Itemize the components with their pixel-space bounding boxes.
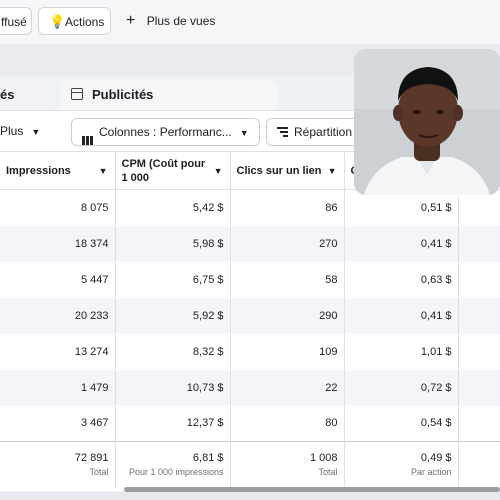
cell-impressions: 5 447 bbox=[0, 261, 116, 298]
cell-cpm: 6,75 $ bbox=[115, 261, 231, 298]
total-label: Total bbox=[89, 466, 109, 477]
tab-ad-sets[interactable]: és bbox=[0, 80, 54, 110]
webcam-overlay bbox=[354, 49, 500, 195]
table-row[interactable]: 20 233 5,92 $ 290 0,41 $ bbox=[0, 297, 500, 334]
cell-link-clicks: 58 bbox=[230, 261, 345, 298]
lightbulb-icon: 💡 bbox=[49, 14, 66, 29]
bottom-strip bbox=[0, 492, 500, 500]
cell-empty bbox=[458, 297, 500, 334]
ads-table: Impressions ▼ CPM (Coût pour 1 000 impres… bbox=[0, 151, 500, 488]
cell-empty bbox=[458, 405, 500, 442]
cell-cpm: 5,92 $ bbox=[115, 297, 231, 334]
cell-cost-per-click: 0,54 $ bbox=[344, 405, 459, 442]
cell-cost-per-click: 0,41 $ bbox=[344, 297, 459, 334]
horizontal-scrollbar[interactable] bbox=[124, 487, 500, 492]
tab-ads[interactable]: Publicités bbox=[60, 80, 277, 110]
total-link-clicks: 1 008 Total bbox=[230, 441, 345, 488]
delivery-filter-button[interactable]: ffusé bbox=[0, 7, 32, 35]
columns-dropdown-label: Colonnes : Performanc... bbox=[99, 125, 232, 139]
ad-window-icon bbox=[71, 88, 83, 100]
cell-cost-per-click: 0,72 $ bbox=[344, 369, 459, 406]
cell-empty bbox=[458, 369, 500, 406]
cell-link-clicks: 86 bbox=[230, 189, 345, 226]
cell-impressions: 20 233 bbox=[0, 297, 116, 334]
cell-impressions: 13 274 bbox=[0, 333, 116, 370]
total-value: 1 008 bbox=[309, 451, 338, 464]
cell-link-clicks: 290 bbox=[230, 297, 345, 334]
cell-cpm: 8,32 $ bbox=[115, 333, 231, 370]
table-row[interactable]: 18 374 5,98 $ 270 0,41 $ bbox=[0, 225, 500, 262]
cell-cpm: 5,42 $ bbox=[115, 189, 231, 226]
more-views-button[interactable]: + Plus de vues bbox=[126, 7, 215, 35]
cell-link-clicks: 80 bbox=[230, 405, 345, 442]
breakdown-dropdown[interactable]: Répartition bbox=[266, 118, 366, 146]
column-header-cpm[interactable]: CPM (Coût pour 1 000 impressions) ▼ bbox=[115, 151, 231, 190]
more-views-label: Plus de vues bbox=[146, 14, 216, 28]
actions-label: Actions bbox=[65, 15, 105, 29]
cell-link-clicks: 22 bbox=[230, 369, 345, 406]
caret-down-icon: ▼ bbox=[239, 128, 249, 138]
more-dropdown-label: Plus bbox=[0, 124, 24, 138]
columns-icon bbox=[82, 128, 93, 145]
sort-caret-icon[interactable]: ▼ bbox=[213, 166, 223, 176]
total-label: Par action bbox=[410, 466, 452, 477]
cell-empty bbox=[458, 333, 500, 370]
cell-cpm: 5,98 $ bbox=[115, 225, 231, 262]
cell-impressions: 3 467 bbox=[0, 405, 116, 442]
table-row[interactable]: 5 447 6,75 $ 58 0,63 $ bbox=[0, 261, 500, 298]
total-label: Total bbox=[318, 466, 338, 477]
table-row[interactable]: 13 274 8,32 $ 109 1,01 $ bbox=[0, 333, 500, 370]
caret-down-icon: ▼ bbox=[31, 127, 41, 137]
total-cost-per-click: 0,49 $ Par action bbox=[344, 441, 459, 488]
cell-impressions: 18 374 bbox=[0, 225, 116, 262]
cell-empty bbox=[458, 441, 500, 488]
total-label: Pour 1 000 impressions bbox=[128, 466, 224, 477]
breakdown-dropdown-label: Répartition bbox=[294, 125, 353, 139]
cell-impressions: 1 479 bbox=[0, 369, 116, 406]
cell-empty bbox=[458, 189, 500, 226]
total-value: 6,81 $ bbox=[192, 451, 224, 464]
total-value: 72 891 bbox=[74, 451, 109, 464]
table-row[interactable]: 1 479 10,73 $ 22 0,72 $ bbox=[0, 369, 500, 406]
total-impressions: 72 891 Total bbox=[0, 441, 116, 488]
breakdown-icon bbox=[277, 127, 288, 137]
table-row[interactable]: 8 075 5,42 $ 86 0,51 $ bbox=[0, 189, 500, 226]
cell-impressions: 8 075 bbox=[0, 189, 116, 226]
cell-link-clicks: 109 bbox=[230, 333, 345, 370]
cell-cost-per-click: 0,63 $ bbox=[344, 261, 459, 298]
column-header-impressions[interactable]: Impressions ▼ bbox=[0, 151, 116, 190]
sort-caret-icon[interactable]: ▼ bbox=[98, 166, 108, 176]
presenter-video-feed bbox=[354, 49, 500, 195]
cell-link-clicks: 270 bbox=[230, 225, 345, 262]
total-cpm: 6,81 $ Pour 1 000 impressions bbox=[115, 441, 231, 488]
column-header-label: CPM (Coût pour 1 000 impressions) bbox=[121, 157, 206, 184]
top-toolbar: ffusé 💡 Actions + Plus de vues bbox=[0, 0, 500, 44]
cell-cpm: 10,73 $ bbox=[115, 369, 231, 406]
totals-row: 72 891 Total 6,81 $ Pour 1 000 impressions… bbox=[0, 441, 500, 488]
cell-empty bbox=[458, 261, 500, 298]
columns-dropdown[interactable]: Colonnes : Performanc... ▼ bbox=[71, 118, 260, 146]
cell-cost-per-click: 1,01 $ bbox=[344, 333, 459, 370]
cell-empty bbox=[458, 225, 500, 262]
table-row[interactable]: 3 467 12,37 $ 80 0,54 $ bbox=[0, 405, 500, 442]
column-header-label: Impressions bbox=[6, 164, 71, 177]
plus-icon: + bbox=[126, 12, 136, 29]
cell-cost-per-click: 0,41 $ bbox=[344, 225, 459, 262]
tab-ads-label: Publicités bbox=[92, 87, 154, 102]
column-header-label: Clics sur un lien bbox=[236, 164, 322, 177]
column-header-link-clicks[interactable]: Clics sur un lien ▼ bbox=[230, 151, 345, 190]
cell-cost-per-click: 0,51 $ bbox=[344, 189, 459, 226]
actions-button[interactable]: 💡 Actions bbox=[38, 7, 111, 35]
total-value: 0,49 $ bbox=[420, 451, 452, 464]
more-dropdown[interactable]: Plus ▼ bbox=[0, 118, 52, 146]
cell-cpm: 12,37 $ bbox=[115, 405, 231, 442]
sort-caret-icon[interactable]: ▼ bbox=[327, 166, 337, 176]
